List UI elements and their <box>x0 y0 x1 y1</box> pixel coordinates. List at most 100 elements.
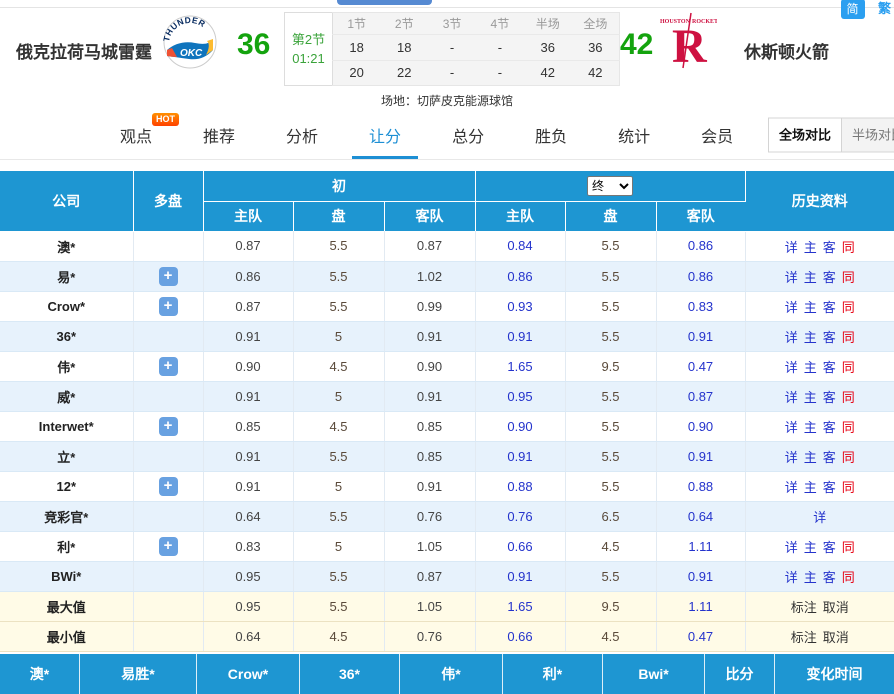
bottom-bar-item: 利* <box>503 653 603 694</box>
odds-cell: 4.5 <box>293 411 385 442</box>
expand-plus-button[interactable]: + <box>158 476 178 496</box>
table-row: 36* 0.91 5 0.91 0.91 5.5 0.91 详主客同 <box>0 321 894 352</box>
history-home-link[interactable]: 主 <box>803 539 817 555</box>
history-away-link[interactable]: 客 <box>822 269 836 285</box>
expand-plus-button[interactable]: + <box>158 416 178 436</box>
history-home-link[interactable]: 主 <box>803 329 817 345</box>
odds-cell: 0.85 <box>384 441 476 472</box>
history-same-link[interactable]: 同 <box>841 539 855 555</box>
mark-link[interactable]: 标注 <box>790 629 817 645</box>
mark-link[interactable]: 标注 <box>790 599 817 615</box>
quarter-score-cell: 22 <box>380 59 429 86</box>
history-away-link[interactable]: 客 <box>822 419 836 435</box>
cancel-link[interactable]: 取消 <box>822 599 849 615</box>
odds-cell: 0.86 <box>656 231 746 262</box>
history-detail-link[interactable]: 详 <box>784 479 798 495</box>
tab-winloss[interactable]: 胜负 <box>535 128 568 146</box>
top-tab-partial[interactable] <box>337 0 432 5</box>
venue-label: 场地：切萨皮克能源球馆 <box>380 94 513 108</box>
history-same-link[interactable]: 同 <box>841 329 855 345</box>
table-row: 立* 0.91 5.5 0.85 0.91 5.5 0.91 详主客同 <box>0 441 894 472</box>
history-same-link[interactable]: 同 <box>841 269 855 285</box>
final-odds-select[interactable]: 终 <box>587 175 634 196</box>
history-detail-link[interactable]: 详 <box>784 239 798 255</box>
history-home-link[interactable]: 主 <box>803 359 817 375</box>
history-away-link[interactable]: 客 <box>822 239 836 255</box>
odds-cell: 4.5 <box>293 351 385 382</box>
history-away-link[interactable]: 客 <box>822 299 836 315</box>
history-detail-link[interactable]: 详 <box>784 389 798 405</box>
quarter-score-cell: 42 <box>523 59 572 86</box>
history-detail-link[interactable]: 详 <box>784 269 798 285</box>
odds-cell: 4.5 <box>565 531 657 562</box>
company-cell: 最大值 <box>0 591 134 622</box>
lang-simplified-button[interactable]: 简 <box>840 0 865 19</box>
history-home-link[interactable]: 主 <box>803 419 817 435</box>
multi-cell: + <box>133 531 204 562</box>
history-same-link[interactable]: 同 <box>841 479 855 495</box>
history-home-link[interactable]: 主 <box>803 269 817 285</box>
subcol-home-initial: 主队 <box>203 201 294 231</box>
history-away-link[interactable]: 客 <box>822 569 836 585</box>
bottom-bar-item: Bwi* <box>603 653 705 694</box>
quarter-header-cell: 全场 <box>583 17 608 32</box>
history-same-link[interactable]: 同 <box>841 299 855 315</box>
history-same-link[interactable]: 同 <box>841 419 855 435</box>
full-game-compare-button[interactable]: 全场对比 <box>768 117 843 152</box>
history-away-link[interactable]: 客 <box>822 389 836 405</box>
history-home-link[interactable]: 主 <box>803 569 817 585</box>
expand-plus-button[interactable]: + <box>158 356 178 376</box>
table-row: Crow* +0.87 5.5 0.99 0.93 5.5 0.83 详主客同 <box>0 291 894 322</box>
odds-cell: 5.5 <box>565 561 657 592</box>
history-same-link[interactable]: 同 <box>841 239 855 255</box>
history-detail-link[interactable]: 详 <box>813 509 827 525</box>
company-cell: 利* <box>0 531 134 562</box>
odds-cell: 5.5 <box>293 231 385 262</box>
odds-cell: 0.91 <box>203 321 294 352</box>
history-same-link[interactable]: 同 <box>841 359 855 375</box>
cancel-link[interactable]: 取消 <box>822 629 849 645</box>
history-detail-link[interactable]: 详 <box>784 449 798 465</box>
history-away-link[interactable]: 客 <box>822 329 836 345</box>
subcol-home-final: 主队 <box>475 201 566 231</box>
period-clock: 01:21 <box>292 51 325 66</box>
lang-traditional-button[interactable]: 繁 <box>877 1 891 16</box>
tab-viewpoint[interactable]: 观点 HOT <box>120 110 180 159</box>
half-game-compare-button[interactable]: 半场对比 <box>842 117 894 152</box>
tab-stats[interactable]: 统计 <box>618 128 651 146</box>
history-detail-link[interactable]: 详 <box>784 419 798 435</box>
tab-analysis[interactable]: 分析 <box>286 128 319 146</box>
table-row: 12* +0.91 5 0.91 0.88 5.5 0.88 详主客同 <box>0 471 894 502</box>
history-same-link[interactable]: 同 <box>841 569 855 585</box>
top-strip: 简 繁 <box>0 0 894 19</box>
tab-recommend[interactable]: 推荐 <box>203 128 236 146</box>
tab-handicap[interactable]: 让分 <box>369 110 401 159</box>
history-same-link[interactable]: 同 <box>841 449 855 465</box>
expand-plus-button[interactable]: + <box>158 296 178 316</box>
expand-plus-button[interactable]: + <box>158 266 178 286</box>
quarter-header-cell: 2节 <box>394 17 414 32</box>
tab-member[interactable]: 会员 <box>701 128 734 146</box>
tab-totals[interactable]: 总分 <box>452 128 485 146</box>
history-away-link[interactable]: 客 <box>822 479 836 495</box>
odds-cell: 4.5 <box>293 621 385 652</box>
expand-plus-button[interactable]: + <box>158 536 178 556</box>
odds-cell: 0.88 <box>475 471 566 502</box>
history-detail-link[interactable]: 详 <box>784 539 798 555</box>
history-cell: 标注 取消 <box>745 591 894 622</box>
history-away-link[interactable]: 客 <box>822 539 836 555</box>
history-home-link[interactable]: 主 <box>803 299 817 315</box>
history-same-link[interactable]: 同 <box>841 389 855 405</box>
history-detail-link[interactable]: 详 <box>784 569 798 585</box>
history-home-link[interactable]: 主 <box>803 389 817 405</box>
history-detail-link[interactable]: 详 <box>784 329 798 345</box>
history-detail-link[interactable]: 详 <box>784 359 798 375</box>
history-home-link[interactable]: 主 <box>803 449 817 465</box>
history-away-link[interactable]: 客 <box>822 449 836 465</box>
history-home-link[interactable]: 主 <box>803 239 817 255</box>
history-home-link[interactable]: 主 <box>803 479 817 495</box>
history-detail-link[interactable]: 详 <box>784 299 798 315</box>
history-away-link[interactable]: 客 <box>822 359 836 375</box>
company-cell: 威* <box>0 381 134 412</box>
